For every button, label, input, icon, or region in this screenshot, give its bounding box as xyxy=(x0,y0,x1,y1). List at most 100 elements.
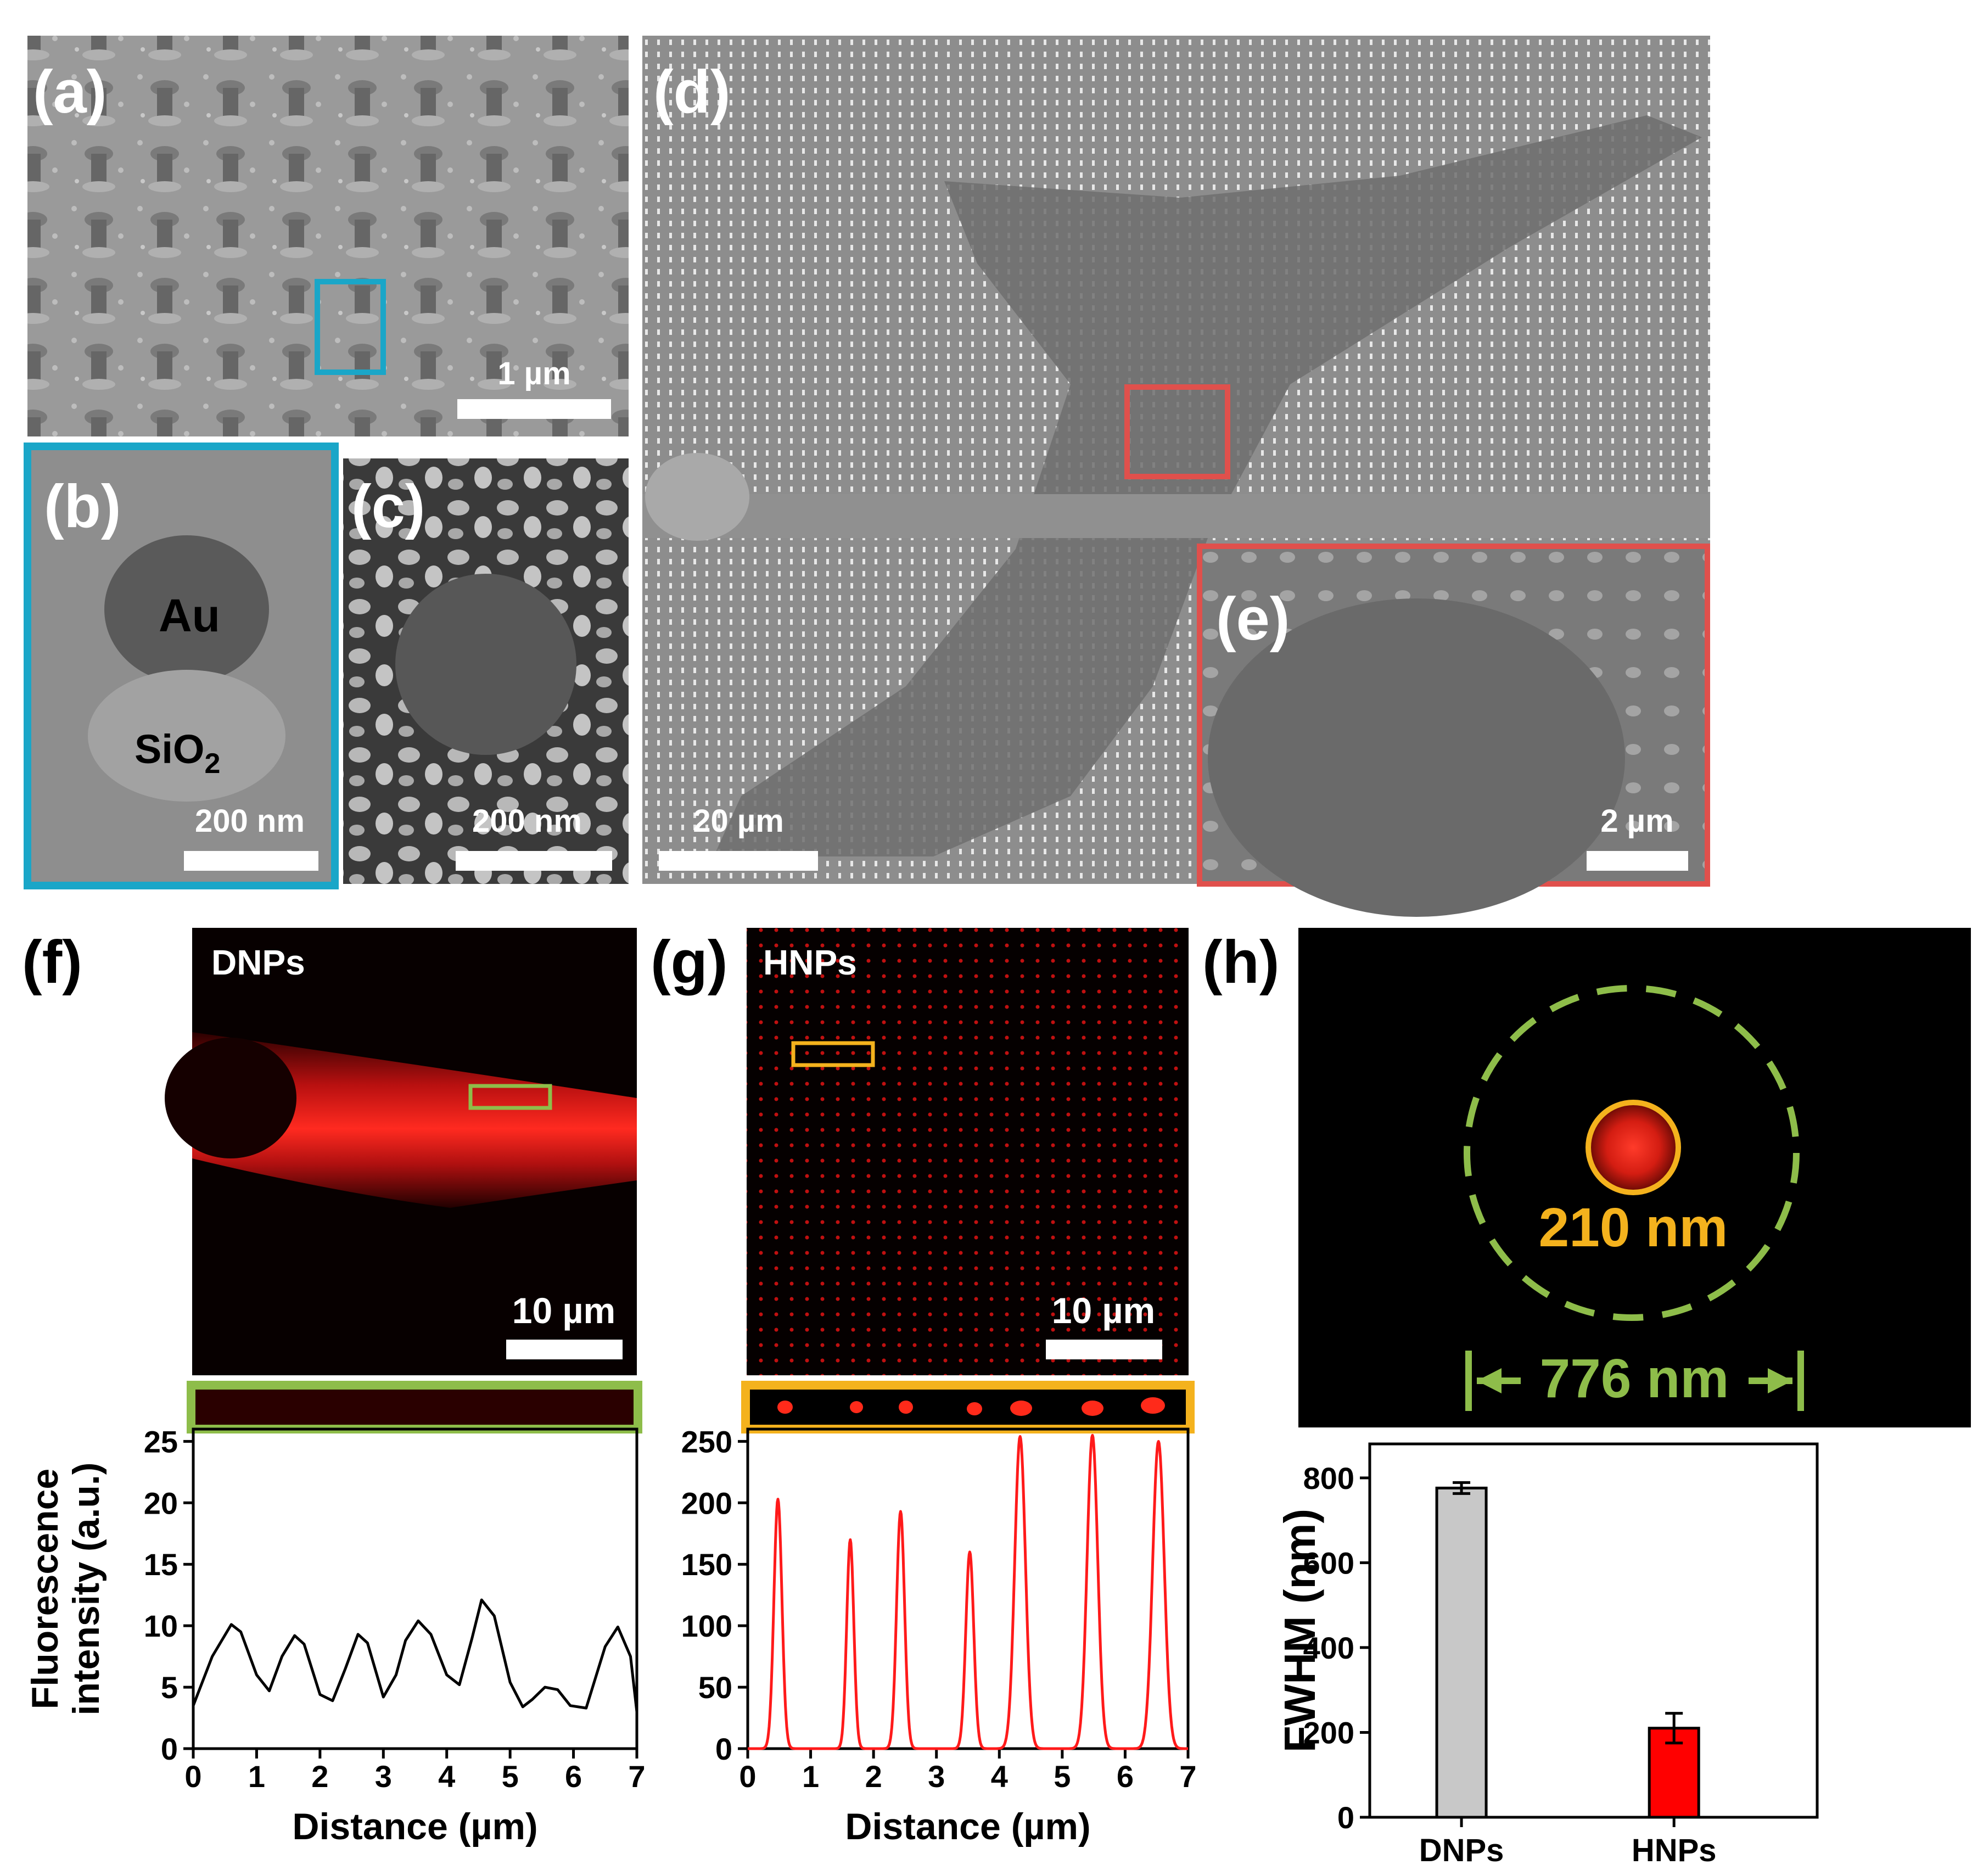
y-tick-label: 5 xyxy=(161,1670,178,1705)
panel-b-scalebar xyxy=(184,851,318,871)
x-tick-label: 4 xyxy=(438,1759,455,1794)
x-tick-label: 1 xyxy=(248,1759,265,1794)
chart-g: 0 1 2 3 4 5 6 7 0 50 100 150 200 250 Distance (µm) xyxy=(681,1424,1197,1847)
y-axis-label-line2: intensity (a.u.) xyxy=(65,1463,107,1716)
strip-spot xyxy=(899,1401,913,1414)
y-tick-label: 25 xyxy=(144,1424,178,1459)
y-axis-label-line1: Fluorescence xyxy=(24,1469,66,1709)
panel-g-scalebar-label: 10 µm xyxy=(1052,1290,1155,1331)
panel-g-strip-spots xyxy=(777,1397,1165,1416)
y-tick-label: 600 xyxy=(1303,1545,1354,1580)
panel-a-scalebar xyxy=(457,399,611,419)
x-axis-label: Distance (µm) xyxy=(292,1806,537,1847)
x-tick-label: 4 xyxy=(991,1759,1008,1794)
panel-c-label: (c) xyxy=(351,473,425,540)
cell-body xyxy=(714,115,1702,856)
panel-b: Au SiO2 200 nm (b) xyxy=(24,443,339,889)
x-category-label: HNPs xyxy=(1632,1833,1717,1868)
chart-h: 0 200 400 600 800 DNPs HNPs FWHM (nm) xyxy=(1275,1442,1819,1868)
panel-c-particle xyxy=(395,574,576,755)
y-tick-label: 200 xyxy=(1303,1715,1354,1750)
panel-a: 1 µm (a) xyxy=(27,36,629,436)
large-diameter-label: 776 nm xyxy=(1540,1348,1729,1409)
x-tick-label: 3 xyxy=(928,1759,945,1794)
y-tick-label: 10 xyxy=(144,1609,178,1643)
x-tick-label: 7 xyxy=(628,1759,645,1794)
panel-g: (g) HNPs 10 µm 0 1 2 3 4 5 6 7 0 50 100 150 200 250 Di… xyxy=(651,928,1197,1847)
chart-f-frame xyxy=(192,1427,638,1750)
x-tick-label: 5 xyxy=(1054,1759,1071,1794)
dimension-arrowhead-left xyxy=(1477,1368,1502,1393)
panel-c-scalebar-label: 200 nm xyxy=(472,803,582,839)
debris xyxy=(645,453,749,541)
chart-f: 0 1 2 3 4 5 6 7 0 5 10 15 20 25 Distance (µm) Fluoresce… xyxy=(24,1424,646,1847)
panel-c-scalebar xyxy=(456,851,612,871)
y-tick-label: 0 xyxy=(715,1732,732,1766)
panel-e: 2 µm (e) xyxy=(1197,544,1710,917)
panel-f-scalebar xyxy=(506,1340,623,1359)
sio2-label-main: SiO xyxy=(135,726,204,772)
sio2-label: SiO2 xyxy=(135,726,220,780)
x-tick-label: 1 xyxy=(802,1759,819,1794)
panel-d-scalebar xyxy=(659,851,818,871)
chart-h-frame xyxy=(1368,1442,1819,1819)
panel-f-dark-nucleus xyxy=(165,1038,296,1158)
panel-e-label: (e) xyxy=(1216,585,1290,653)
x-tick-label: 2 xyxy=(311,1759,328,1794)
panel-g-image xyxy=(747,928,1189,1375)
x-tick-label: 0 xyxy=(739,1759,756,1794)
y-tick-label: 200 xyxy=(681,1486,732,1520)
x-category-label: DNPs xyxy=(1419,1833,1504,1868)
panel-d-highlight-box xyxy=(1124,384,1230,479)
x-tick-label: 6 xyxy=(565,1759,582,1794)
panel-g-title: HNPs xyxy=(763,943,857,982)
strip-spot xyxy=(967,1402,982,1415)
panel-b-scalebar-label: 200 nm xyxy=(195,803,305,839)
chart-g-frame xyxy=(746,1427,1190,1750)
y-tick-label: 50 xyxy=(698,1670,732,1705)
x-tick-label: 6 xyxy=(1117,1759,1134,1794)
panel-f-cell-band xyxy=(192,1032,637,1208)
panel-f: (f) DNPs 10 µm 0 1 2 3 4 5 6 7 0 5 10 15 20 25 Distanc… xyxy=(22,928,646,1847)
panel-f-scalebar-label: 10 µm xyxy=(512,1290,615,1331)
x-tick-label: 3 xyxy=(375,1759,392,1794)
hnps-profile-line xyxy=(747,1433,1189,1750)
panel-f-title: DNPs xyxy=(211,943,305,982)
panel-g-scalebar xyxy=(1046,1340,1162,1359)
y-tick-label: 20 xyxy=(144,1486,178,1520)
strip-spot xyxy=(1010,1401,1032,1416)
dimension-line xyxy=(1465,1351,1804,1411)
x-tick-label: 0 xyxy=(184,1759,201,1794)
panel-g-roi-box xyxy=(791,1041,875,1067)
dimension-arrowhead-right xyxy=(1768,1368,1792,1393)
panel-f-roi-box xyxy=(468,1084,552,1110)
y-tick-label: 0 xyxy=(161,1732,178,1766)
panel-d-label: (d) xyxy=(653,58,730,126)
panel-h: (h) 210 nm 776 nm 0 200 400 600 800 DNPs HNPs F… xyxy=(1202,928,1971,1868)
au-particle xyxy=(104,535,269,684)
sio2-label-subscript: 2 xyxy=(204,748,220,780)
panel-e-scalebar xyxy=(1587,851,1688,871)
x-axis-label: Distance (µm) xyxy=(845,1806,1090,1847)
panel-a-scalebar-label: 1 µm xyxy=(497,356,570,391)
bar-dnps xyxy=(1435,1486,1488,1819)
y-tick-label: 800 xyxy=(1303,1461,1354,1496)
panel-d-scalebar-label: 20 µm xyxy=(693,803,784,839)
sio2-stem xyxy=(88,670,285,802)
strip-spot xyxy=(777,1401,793,1414)
panel-f-strip xyxy=(187,1381,642,1433)
panel-b-label: (b) xyxy=(44,473,121,540)
panel-e-cell xyxy=(1208,598,1625,917)
panel-a-label: (a) xyxy=(33,58,107,126)
panel-c: 200 nm (c) xyxy=(343,458,629,884)
x-tick-label: 5 xyxy=(502,1759,519,1794)
substrate-strip xyxy=(642,494,1710,538)
y-tick-label: 250 xyxy=(681,1424,732,1459)
y-tick-label: 400 xyxy=(1303,1631,1354,1665)
panel-g-label: (g) xyxy=(651,928,727,996)
panel-e-scalebar-label: 2 µm xyxy=(1600,803,1673,839)
strip-spot xyxy=(1082,1401,1103,1416)
small-diameter-label: 210 nm xyxy=(1539,1197,1728,1258)
small-circle xyxy=(1586,1100,1681,1195)
